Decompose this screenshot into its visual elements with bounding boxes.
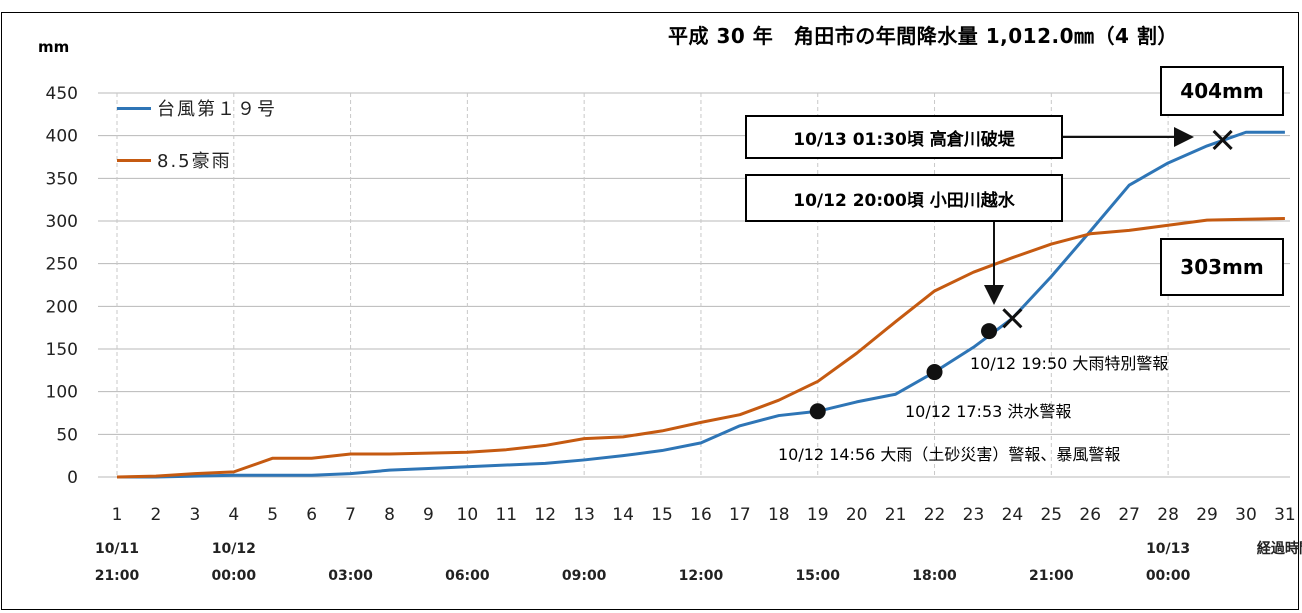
x-tick-label: 27 (1118, 505, 1140, 525)
warning-1950-label: 10/12 19:50 大雨特別警報 (970, 354, 1169, 373)
x-tick-label: 2 (151, 505, 162, 525)
x-tick-label: 4 (228, 505, 239, 525)
x-tick-label: 14 (612, 505, 634, 525)
x-tick-label: 3 (189, 505, 200, 525)
warning-marker-dot (926, 364, 943, 381)
warning-1456-label: 10/12 14:56 大雨（土砂災害）警報、暴風警報 (778, 445, 1121, 464)
x-time-label: 15:00 (795, 568, 840, 584)
chart-frame (1, 12, 1299, 610)
x-time-label: 06:00 (445, 568, 490, 584)
legend-label-heavy-rain: 8.5豪雨 (157, 151, 232, 172)
x-tick-label: 5 (267, 505, 278, 525)
y-tick-label: 250 (46, 255, 78, 275)
y-tick-label: 150 (46, 340, 78, 360)
y-tick-label: 450 (46, 84, 78, 104)
x-date-label: 10/12 (212, 541, 256, 557)
event-levee-break: 10/13 01:30頃 高倉川破堤 (745, 115, 1063, 159)
legend-swatch-heavy-rain (117, 158, 151, 162)
y-axis-unit: mm (38, 38, 70, 56)
legend-swatch-typhoon (117, 106, 151, 110)
x-tick-label: 25 (1040, 505, 1062, 525)
x-tick-label: 1 (112, 505, 123, 525)
x-tick-label: 20 (846, 505, 868, 525)
x-axis-label: 経過時間 (1257, 540, 1302, 557)
x-tick-label: 29 (1196, 505, 1218, 525)
cross-stroke (1002, 308, 1023, 329)
x-tick-label: 22 (924, 505, 946, 525)
x-time-label: 21:00 (1029, 568, 1074, 584)
x-tick-label: 31 (1274, 505, 1296, 525)
x-tick-label: 21 (885, 505, 907, 525)
chart-title: 平成 30 年 角田市の年間降水量 1,012.0㎜（4 割） (668, 24, 1178, 48)
x-tick-label: 28 (1157, 505, 1179, 525)
warning-marker-dot (981, 323, 998, 340)
x-time-label: 12:00 (679, 568, 724, 584)
x-tick-label: 12 (534, 505, 556, 525)
x-date-label: 10/13 (1146, 541, 1190, 557)
y-tick-label: 300 (46, 212, 78, 232)
y-tick-label: 100 (46, 383, 78, 403)
legend-label-typhoon: 台風第１９号 (157, 99, 277, 120)
x-time-label: 00:00 (1146, 568, 1191, 584)
legend-item-typhoon: 台風第１９号 (117, 95, 377, 121)
x-time-label: 09:00 (562, 568, 607, 584)
y-tick-label: 350 (46, 169, 78, 189)
x-tick-label: 6 (306, 505, 317, 525)
x-date-label: 10/11 (95, 541, 139, 557)
x-tick-label: 19 (807, 505, 829, 525)
x-tick-label: 9 (423, 505, 434, 525)
series-line-heavy-rain (116, 216, 1285, 479)
x-time-label: 03:00 (328, 568, 373, 584)
x-tick-label: 15 (651, 505, 673, 525)
warning-marker-dot (809, 403, 826, 420)
x-tick-label: 7 (345, 505, 356, 525)
x-tick-label: 16 (690, 505, 712, 525)
event-overflow: 10/12 20:00頃 小田川越水 (745, 174, 1063, 222)
x-time-label: 21:00 (95, 568, 140, 584)
end-value-heavy-rain: 303mm (1160, 238, 1284, 296)
x-time-label: 00:00 (212, 568, 257, 584)
legend-item-heavy-rain: 8.5豪雨 (117, 147, 377, 173)
x-tick-label: 8 (384, 505, 395, 525)
y-tick-label: 50 (56, 425, 78, 445)
y-tick-label: 200 (46, 297, 78, 317)
x-tick-label: 30 (1235, 505, 1257, 525)
x-tick-label: 23 (963, 505, 985, 525)
warning-1753-label: 10/12 17:53 洪水警報 (905, 402, 1072, 421)
x-tick-label: 17 (729, 505, 751, 525)
y-tick-label: 400 (46, 127, 78, 147)
end-value-typhoon: 404mm (1160, 66, 1284, 116)
y-tick-label: 0 (67, 468, 78, 488)
x-tick-label: 11 (495, 505, 517, 525)
x-tick-label: 26 (1079, 505, 1101, 525)
x-tick-label: 13 (573, 505, 595, 525)
x-tick-label: 10 (457, 505, 479, 525)
x-time-label: 18:00 (912, 568, 957, 584)
event-marker-cross (1212, 129, 1233, 150)
event-marker-cross (1002, 308, 1023, 329)
series-line-typhoon (117, 130, 1285, 479)
x-tick-label: 24 (1002, 505, 1024, 525)
x-tick-label: 18 (768, 505, 790, 525)
cross-stroke (1212, 129, 1233, 150)
